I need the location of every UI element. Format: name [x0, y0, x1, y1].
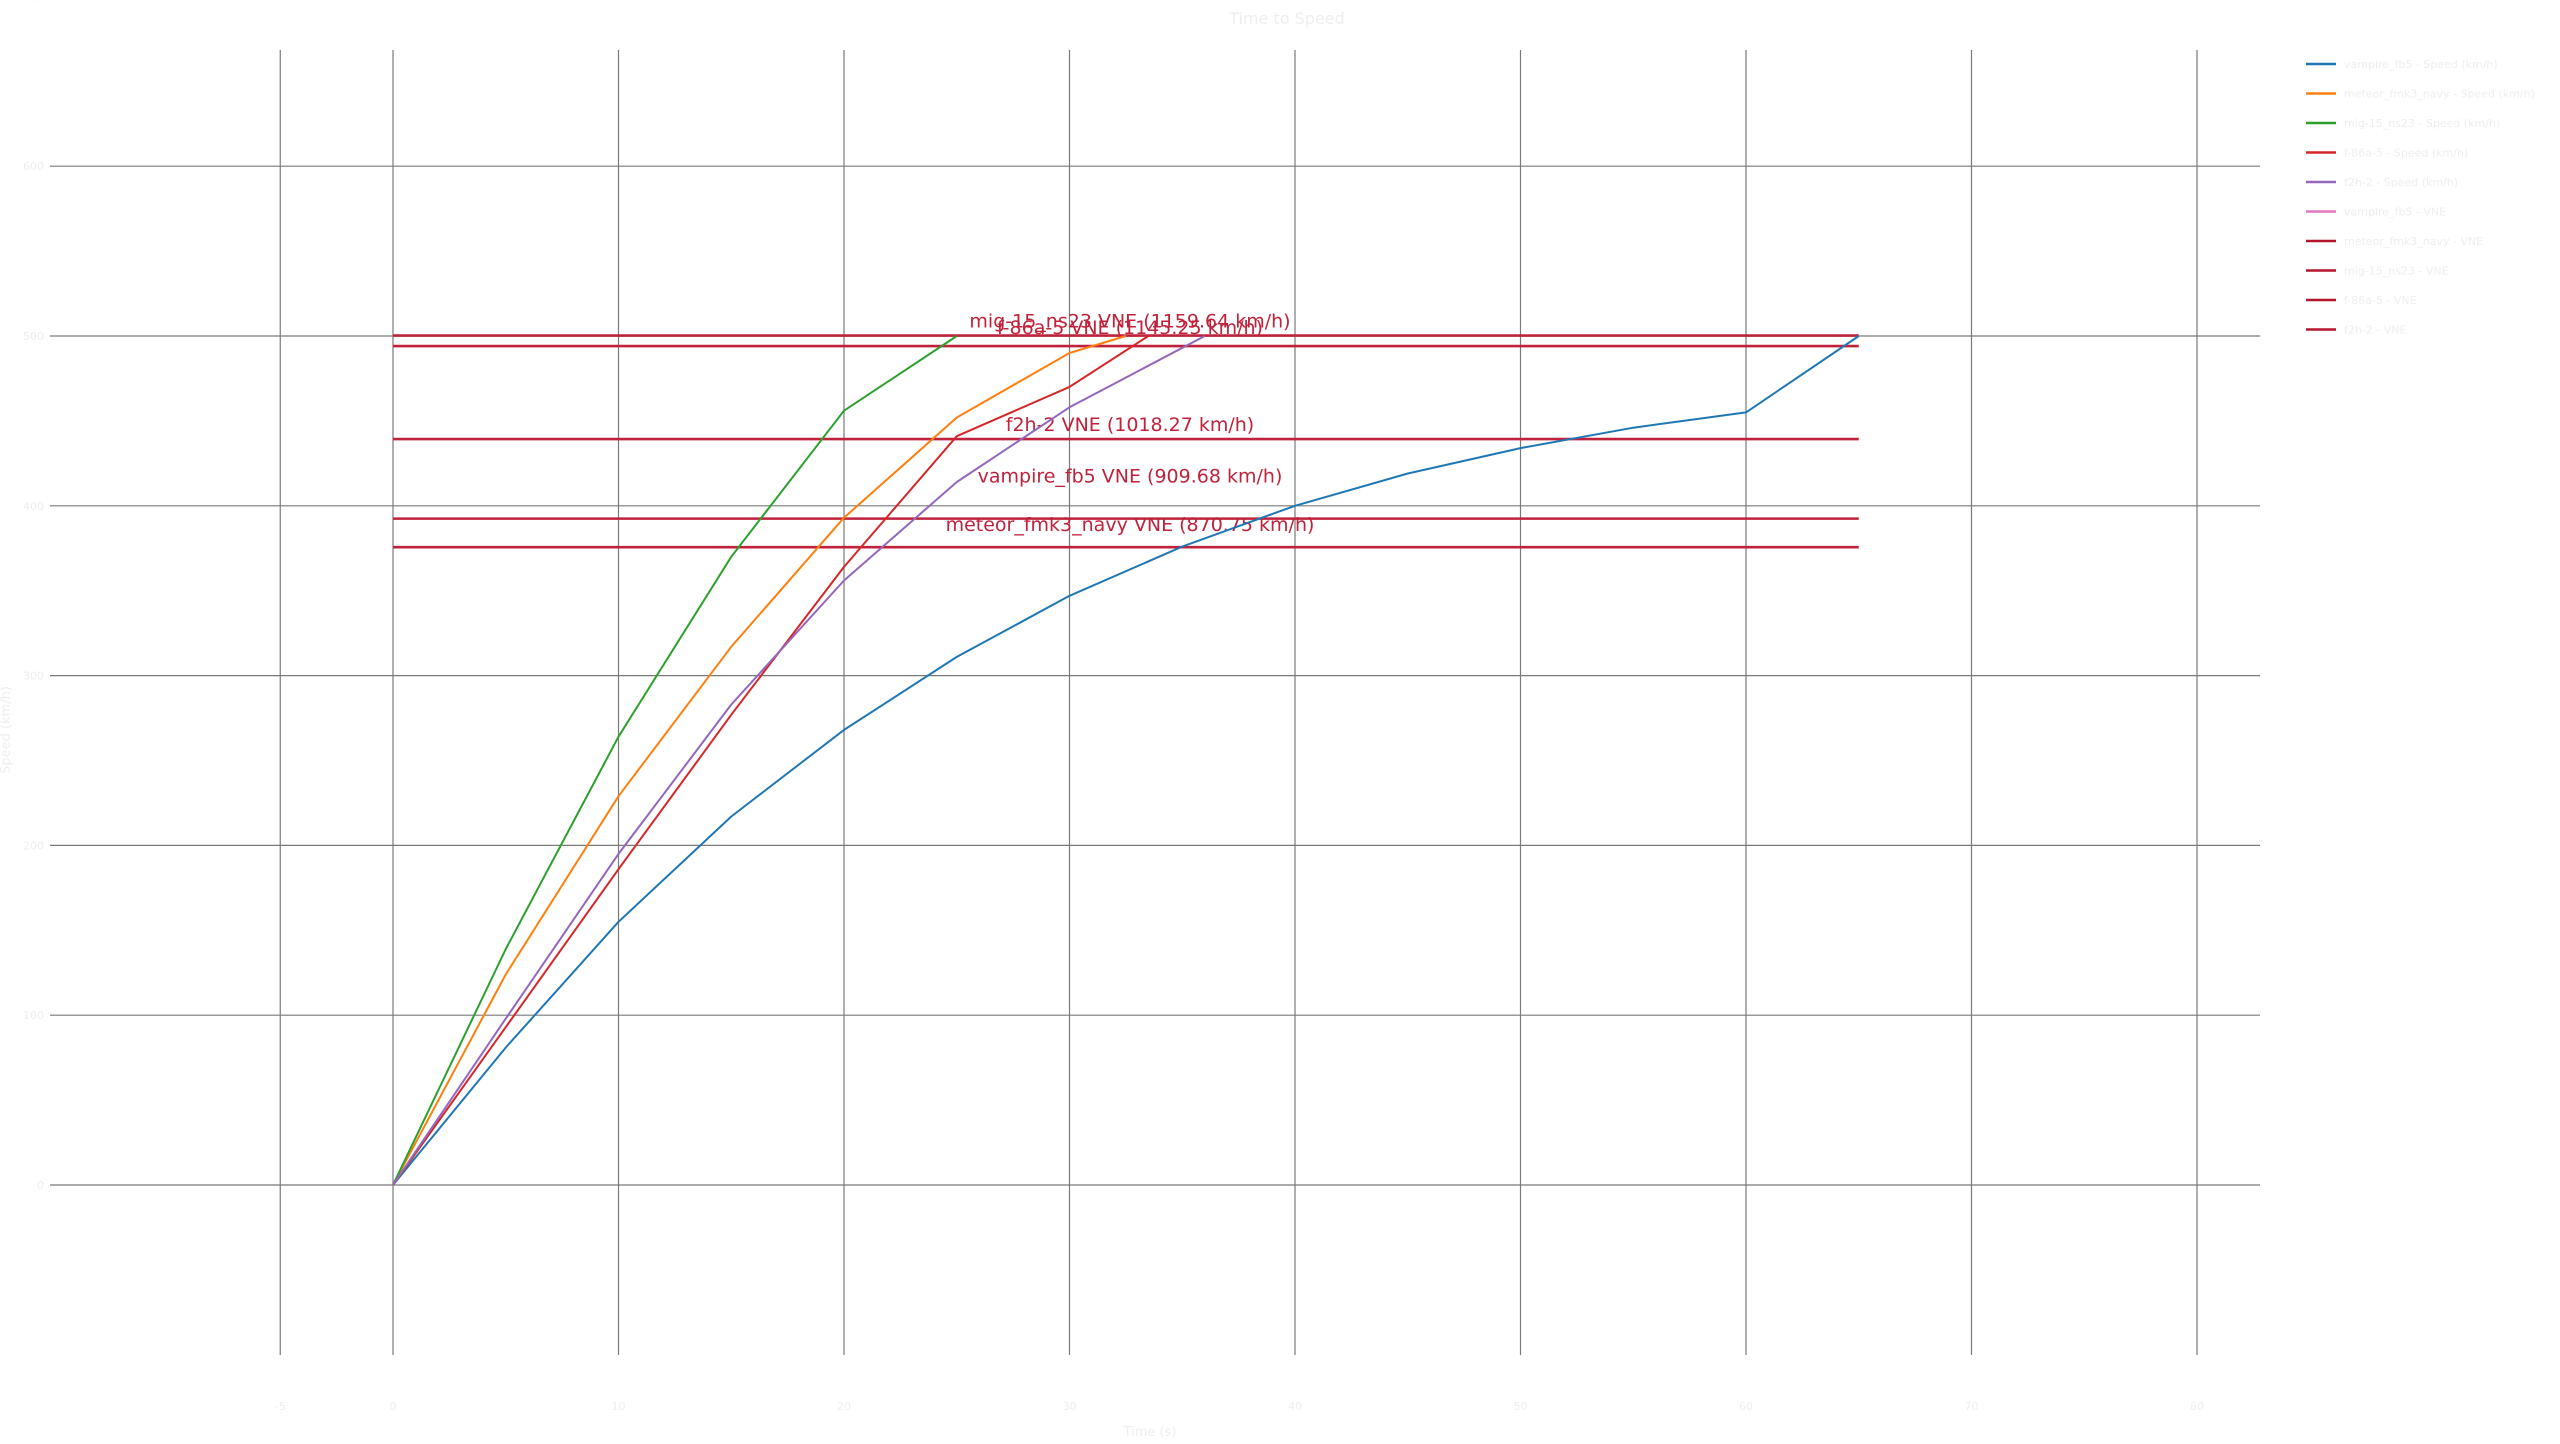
chart-title: Time to Speed [1228, 9, 1345, 28]
legend-label: vampire_fb5 - Speed (km/h) [2344, 58, 2498, 71]
legend-item[interactable]: mig-15_ns23 - VNE [2306, 265, 2449, 278]
series-line [392, 335, 1149, 1186]
legend-label: f2h-2 - VNE [2344, 324, 2407, 337]
legend-item[interactable]: f-86a-5 - Speed (km/h) [2306, 147, 2468, 160]
y-tick-label: 200 [23, 839, 44, 852]
legend: vampire_fb5 - Speed (km/h) meteor_fmk3_na… [2306, 58, 2535, 337]
x-tick-label: 60 [1739, 1400, 1753, 1413]
grid [50, 50, 2260, 1355]
legend-label: f-86a-5 - VNE [2344, 294, 2417, 307]
legend-label: mig-15_ns23 - VNE [2344, 265, 2449, 278]
y-tick-label: 0 [37, 1179, 44, 1192]
series-line [392, 335, 958, 1186]
series-line [392, 335, 1860, 1186]
x-tick-label: 70 [1965, 1400, 1979, 1413]
legend-label: meteor_fmk3_navy - VNE [2344, 235, 2483, 248]
legend-item[interactable]: f2h-2 - Speed (km/h) [2306, 176, 2458, 189]
legend-item[interactable]: meteor_fmk3_navy - VNE [2306, 235, 2483, 248]
x-tick-label: 10 [612, 1400, 626, 1413]
vne-label: f2h-2 VNE (1018.27 km/h) [1006, 414, 1254, 436]
legend-label: mig-15_ns23 - Speed (km/h) [2344, 117, 2500, 130]
x-tick-label: 20 [837, 1400, 851, 1413]
legend-item[interactable]: f2h-2 - VNE [2306, 324, 2407, 337]
legend-label: f-86a-5 - Speed (km/h) [2344, 147, 2468, 160]
vne-label: mig-15_ns23 VNE (1159.64 km/h) [969, 311, 1290, 333]
vne-lines: vampire_fb5 VNE (909.68 km/h) meteor_fmk3… [393, 311, 1859, 549]
x-tick-label: 50 [1514, 1400, 1528, 1413]
legend-label: f2h-2 - Speed (km/h) [2344, 176, 2458, 189]
legend-item[interactable]: vampire_fb5 - Speed (km/h) [2306, 58, 2498, 71]
vne-label: vampire_fb5 VNE (909.68 km/h) [978, 466, 1283, 488]
legend-item[interactable]: f-86a-5 - VNE [2306, 294, 2417, 307]
legend-item[interactable]: meteor_fmk3_navy - Speed (km/h) [2306, 88, 2535, 101]
series-line [392, 335, 1206, 1186]
y-tick-label: 500 [23, 330, 44, 343]
vne-label: meteor_fmk3_navy VNE (870.75 km/h) [946, 514, 1315, 536]
y-tick-label: 300 [23, 670, 44, 683]
legend-item[interactable]: mig-15_ns23 - Speed (km/h) [2306, 117, 2500, 130]
speed-series [392, 335, 1860, 1186]
x-tick-label: 0 [390, 1400, 397, 1413]
vne-label: f-86a-5 VNE (1145.25 km/h) [997, 317, 1263, 339]
axis-ticks: -5 0 10 20 30 40 50 60 70 80 0 100 200 300 400 500 600 70… [23, 0, 2204, 1413]
series-line [392, 335, 1127, 1186]
y-tick-label: 100 [23, 1009, 44, 1022]
x-tick-label: 80 [2190, 1400, 2204, 1413]
y-tick-label: 400 [23, 500, 44, 513]
legend-label: meteor_fmk3_navy - Speed (km/h) [2344, 88, 2535, 101]
x-tick-label: 30 [1063, 1400, 1077, 1413]
x-tick-label: 40 [1288, 1400, 1302, 1413]
x-axis-label: Time (s) [1123, 1425, 1177, 1440]
legend-item[interactable]: vampire_fb5 - VNE [2306, 206, 2446, 219]
y-axis-label: Speed (km/h) [0, 686, 14, 774]
x-tick-label: -5 [275, 1400, 286, 1413]
legend-label: vampire_fb5 - VNE [2344, 206, 2446, 219]
y-tick-label: 600 [23, 160, 44, 173]
y-tick-label: 700 [23, 0, 44, 3]
